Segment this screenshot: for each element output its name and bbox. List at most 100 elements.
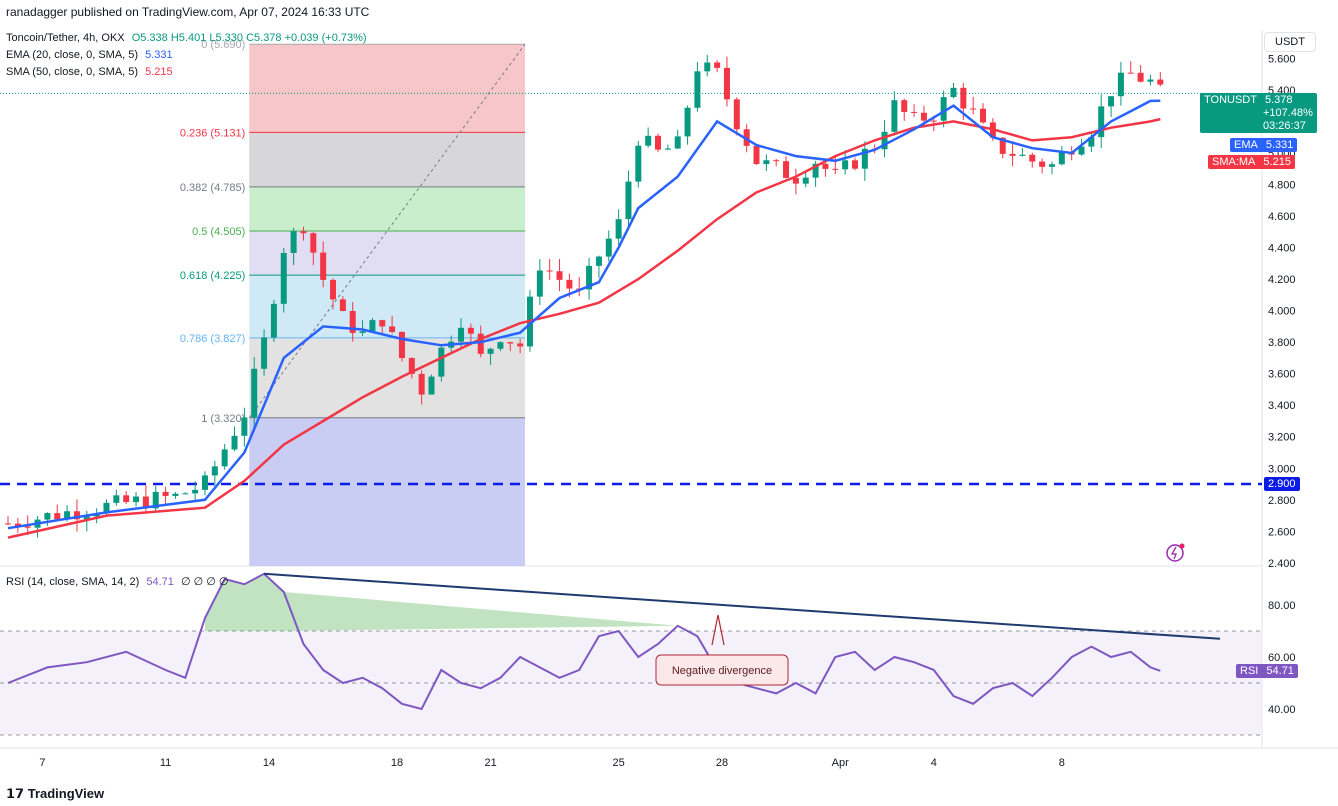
candle-body bbox=[517, 343, 524, 347]
legend-sma-row[interactable]: SMA (50, close, 0, SMA, 5) 5.215 bbox=[6, 66, 173, 78]
candle-body bbox=[950, 87, 957, 98]
candle-body bbox=[1048, 164, 1055, 167]
legend-ema-label: EMA (20, close, 0, SMA, 5) bbox=[6, 49, 139, 61]
divergence-annotation[interactable]: Negative divergence bbox=[655, 614, 789, 686]
alert-icon[interactable] bbox=[1166, 543, 1185, 562]
candle-body bbox=[1078, 146, 1085, 155]
candle-body bbox=[389, 326, 396, 332]
time-tick-label: 8 bbox=[1059, 757, 1065, 769]
candle-body bbox=[73, 511, 80, 520]
rsi-line bbox=[7, 572, 1161, 711]
candle-body bbox=[842, 160, 849, 170]
candle-body bbox=[64, 511, 71, 520]
last-price: 5.378 bbox=[1264, 94, 1293, 106]
candle-body bbox=[832, 168, 839, 170]
candle-body bbox=[536, 270, 543, 297]
candle-body bbox=[773, 160, 780, 162]
candle-body bbox=[1157, 79, 1164, 85]
candle-body bbox=[113, 495, 120, 503]
candle-body bbox=[408, 358, 415, 374]
fib-retracement[interactable]: 0 (5.690) 0.236 (5.131) 0.382 (4.785) 0.5 (… bbox=[180, 39, 526, 566]
candle-body bbox=[54, 513, 61, 520]
candle-body bbox=[664, 148, 671, 150]
candle-body bbox=[182, 493, 189, 495]
moving-averages bbox=[7, 99, 1161, 539]
legend-rsi-row[interactable]: RSI (14, close, SMA, 14, 2) 54.71 ∅ ∅ ∅ … bbox=[6, 575, 228, 588]
candle-body bbox=[1019, 154, 1026, 156]
rsi-overbought-fill bbox=[205, 573, 678, 631]
fib-trend-line bbox=[248, 43, 526, 419]
fib-zone bbox=[249, 275, 526, 338]
last-price-tag: TONUSDT 5.378 +107.48% 03:26:37 bbox=[1200, 93, 1317, 133]
candle-body bbox=[684, 107, 691, 137]
fib-extension-zone bbox=[249, 417, 526, 566]
candle-body bbox=[162, 491, 169, 496]
time-tick-label: 18 bbox=[391, 757, 403, 769]
candle-body bbox=[428, 376, 435, 395]
time-tick-label: 4 bbox=[931, 757, 937, 769]
price-tick-label: 4.200 bbox=[1268, 274, 1296, 286]
legend-ema-row[interactable]: EMA (20, close, 0, SMA, 5) 5.331 bbox=[6, 49, 173, 61]
price-tick-label: 3.200 bbox=[1268, 432, 1296, 444]
legend-rsi-value: 54.71 bbox=[146, 576, 174, 588]
candle-body bbox=[674, 136, 681, 149]
candle-body bbox=[802, 177, 809, 184]
time-axis[interactable]: 7 11 14 18 21 25 28 Apr 4 8 bbox=[39, 757, 1064, 769]
fib-zone bbox=[249, 44, 526, 133]
candle-body bbox=[507, 342, 514, 344]
candle-body bbox=[1029, 154, 1036, 162]
candle-body bbox=[792, 177, 799, 184]
candle-body bbox=[694, 71, 701, 108]
rsi-trendline bbox=[263, 572, 1221, 640]
ema-tag-label: EMA bbox=[1234, 139, 1258, 151]
time-tick-label: 21 bbox=[484, 757, 496, 769]
candle-body bbox=[783, 161, 790, 178]
time-tick-label: 11 bbox=[160, 757, 171, 769]
price-axis[interactable]: 5.6005.4005.2005.0004.8004.6004.4004.200… bbox=[1268, 53, 1296, 716]
fib-zone bbox=[249, 132, 526, 187]
legend-symbol-row: Toncoin/Tether, 4h, OKX O5.338 H5.401 L5… bbox=[6, 32, 367, 44]
candle-body bbox=[330, 279, 337, 300]
candle-body bbox=[812, 163, 819, 178]
candle-body bbox=[497, 342, 504, 349]
candle-body bbox=[458, 327, 465, 342]
candle-body bbox=[379, 320, 386, 327]
sma-tag: SMA:MA 5.215 bbox=[1208, 155, 1295, 169]
legend-ema-value: 5.331 bbox=[145, 49, 173, 61]
fib-level-label: 0.618 (4.225) bbox=[180, 270, 245, 282]
support-level-tag: 2.900 bbox=[1264, 477, 1300, 492]
divergence-marker bbox=[711, 614, 725, 646]
candle-body bbox=[733, 99, 740, 130]
candle-body bbox=[930, 120, 937, 122]
tradingview-logo[interactable]: 𝟭𝟳 TradingView bbox=[6, 786, 104, 802]
candle-body bbox=[24, 526, 31, 528]
fib-level-label: 0.5 (4.505) bbox=[192, 226, 245, 238]
sma-tag-label: SMA:MA bbox=[1212, 156, 1256, 168]
candle-body bbox=[595, 256, 602, 266]
candle-body bbox=[999, 137, 1006, 154]
legend-rsi-extra: ∅ ∅ ∅ ∅ bbox=[180, 576, 229, 588]
candle-body bbox=[704, 62, 711, 72]
candle-body bbox=[201, 475, 208, 490]
price-tick-label: 2.400 bbox=[1268, 558, 1296, 570]
candle-body bbox=[133, 496, 140, 503]
candle-body bbox=[1039, 161, 1046, 167]
candle-body bbox=[83, 516, 90, 520]
candle-body bbox=[566, 279, 573, 289]
candle-body bbox=[1009, 153, 1016, 156]
candle-body bbox=[280, 252, 287, 304]
currency-selector[interactable]: USDT bbox=[1264, 32, 1316, 52]
candle-body bbox=[261, 337, 268, 369]
candle-body bbox=[270, 303, 277, 338]
divergence-box bbox=[655, 654, 789, 686]
candle-body bbox=[556, 271, 563, 280]
candle-body bbox=[970, 108, 977, 110]
candle-body bbox=[5, 523, 11, 525]
candle-body bbox=[1147, 79, 1154, 82]
candle-body bbox=[1137, 72, 1144, 82]
price-tick-label: 4.400 bbox=[1268, 243, 1296, 255]
legend-symbol[interactable]: Toncoin/Tether, 4h, OKX bbox=[6, 32, 125, 44]
candle-body bbox=[369, 320, 376, 332]
candle-body bbox=[723, 67, 730, 100]
